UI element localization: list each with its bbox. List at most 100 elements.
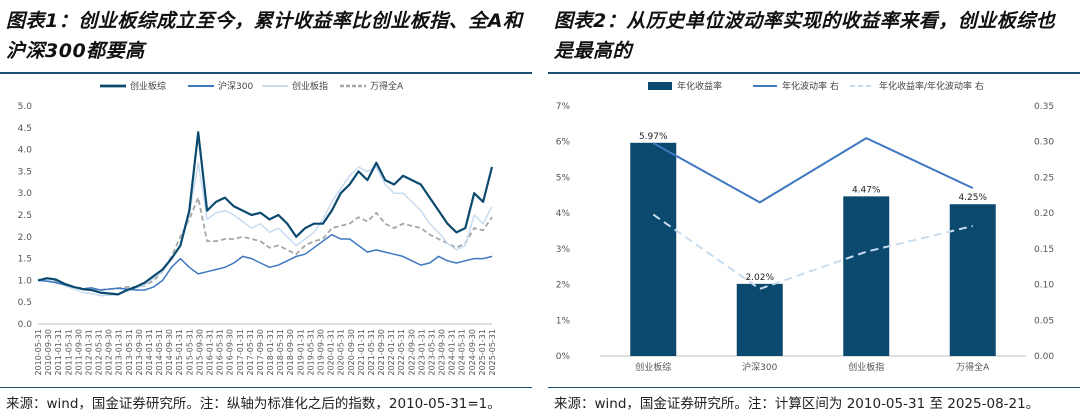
left-chart-title: 图表1：创业板综成立至今，累计收益率比创业板指、全A和沪深300都要高 (6, 10, 523, 62)
x-tick-label: 2016-05-31 (216, 329, 225, 376)
y-right-tick-label: 0.10 (1034, 281, 1054, 291)
x-tick-label: 2018-01-31 (266, 329, 275, 376)
series-line-2 (37, 233, 493, 291)
y-left-tick-label: 2% (556, 281, 571, 291)
right-chart-source: 来源：wind，国金证券研究所。注：计算区间为 2010-05-31 至 202… (554, 396, 1040, 412)
legend-label-4: 万得全A (370, 80, 404, 92)
y-right-tick-label: 0.00 (1034, 352, 1054, 362)
bar-data-label-4: 4.25% (958, 193, 987, 203)
y-tick-label: 2.5 (18, 211, 32, 221)
y-right-tick-label: 0.30 (1034, 138, 1054, 148)
x-tick-label: 2022-09-30 (407, 329, 416, 376)
x-tick-label: 2014-05-31 (155, 329, 164, 376)
bar-1 (630, 142, 677, 356)
x-tick-label: 2016-09-30 (226, 329, 235, 376)
x-tick-label: 2020-01-31 (327, 329, 336, 376)
x-tick-label: 2025-01-31 (478, 329, 487, 376)
x-tick-label: 2011-01-31 (54, 329, 63, 376)
y-right-tick-label: 0.15 (1034, 245, 1054, 255)
legend-label-1: 年化收益率 (677, 80, 722, 92)
y-right-tick-label: 0.20 (1034, 209, 1054, 219)
y-tick-label: 4.0 (18, 146, 33, 156)
x-category-label-2: 沪深300 (742, 361, 777, 373)
legend-label-1: 创业板综 (130, 80, 166, 92)
y-tick-label: 0.5 (18, 298, 32, 308)
y-tick-label: 0.0 (18, 320, 33, 330)
x-tick-label: 2012-09-30 (105, 329, 114, 376)
y-left-tick-label: 3% (556, 245, 571, 255)
y-tick-label: 1.0 (18, 276, 33, 286)
right-source-rule (548, 387, 1080, 388)
bar-2 (736, 283, 783, 356)
x-tick-label: 2011-05-31 (64, 329, 73, 376)
y-left-tick-label: 0% (556, 352, 571, 362)
x-tick-label: 2019-01-31 (296, 329, 305, 376)
x-tick-label: 2015-09-30 (195, 329, 204, 376)
x-tick-label: 2022-01-31 (387, 329, 396, 376)
series-line-2 (652, 137, 974, 204)
right-chart-panel: 图表2：从历史单位波动率实现的收益率来看，创业板综也是最高的 年化收益率 年化波动… (548, 0, 1080, 420)
x-tick-label: 2013-01-31 (115, 329, 124, 376)
x-tick-label: 2023-01-31 (417, 329, 426, 376)
y-tick-label: 4.5 (18, 124, 32, 134)
y-left-tick-label: 7% (556, 102, 571, 112)
legend-label-3: 创业板指 (292, 80, 328, 92)
legend-label-2: 年化波动率 右 (782, 80, 839, 92)
y-tick-label: 2.0 (18, 233, 33, 243)
right-bar-chart: 年化收益率 年化波动率 右 年化收益率/年化波动率 右 0% 1% 2% 3% 4% 5% 6% 7… (556, 80, 1055, 373)
bar-4 (949, 204, 996, 356)
series-line-1 (37, 131, 494, 296)
right-chart-title: 图表2：从历史单位波动率实现的收益率来看，创业板综也是最高的 (554, 10, 1056, 62)
x-category-label-1: 创业板综 (635, 361, 671, 373)
x-tick-label: 2015-01-31 (175, 329, 184, 376)
x-tick-label: 2017-01-31 (236, 329, 245, 376)
x-tick-label: 2014-09-30 (165, 329, 174, 376)
legend-label-2: 沪深300 (218, 80, 253, 92)
left-chart-panel: 图表1：创业板综成立至今，累计收益率比创业板指、全A和沪深300都要高 创业板综… (0, 0, 532, 420)
series-line-3 (652, 213, 974, 290)
left-source-rule (0, 387, 532, 388)
series-line-3 (37, 161, 493, 297)
left-title-rule (0, 72, 532, 74)
bar-data-label-3: 4.47% (852, 185, 881, 195)
x-tick-label: 2023-09-30 (438, 329, 447, 376)
x-tick-label: 2018-05-31 (276, 329, 285, 376)
x-tick-label: 2022-05-31 (397, 329, 406, 376)
x-tick-label: 2017-05-31 (246, 329, 255, 376)
y-tick-label: 5.0 (18, 102, 33, 112)
x-tick-label: 2025-05-31 (488, 329, 497, 376)
x-tick-label: 2023-05-31 (427, 329, 436, 376)
legend-label-3: 年化收益率/年化波动率 右 (879, 80, 984, 92)
x-category-label-3: 创业板指 (848, 361, 884, 373)
x-tick-label: 2010-05-31 (34, 329, 43, 376)
bar-3 (843, 196, 890, 356)
x-tick-label: 2016-01-31 (206, 329, 215, 376)
x-tick-label: 2013-09-30 (135, 329, 144, 376)
x-tick-label: 2024-01-31 (448, 329, 457, 376)
legend-swatch-1 (648, 82, 672, 90)
y-right-tick-label: 0.05 (1034, 316, 1054, 326)
y-right-tick-label: 0.25 (1034, 173, 1054, 183)
x-tick-label: 2021-01-31 (357, 329, 366, 376)
left-line-chart: 创业板综 沪深300 创业板指 万得全A 0.0 0.5 1.0 1.5 2.0 2.5 3.0 3.… (18, 80, 497, 376)
x-tick-label: 2024-05-31 (458, 329, 467, 376)
x-tick-label: 2014-01-31 (145, 329, 154, 376)
bar-data-label-1: 5.97% (639, 132, 668, 142)
y-tick-label: 1.5 (18, 255, 32, 265)
y-left-tick-label: 4% (556, 209, 571, 219)
bar-data-label-2: 2.02% (745, 273, 774, 283)
x-category-label-4: 万得全A (956, 361, 990, 373)
right-title-rule (548, 72, 1080, 74)
x-tick-label: 2018-09-30 (286, 329, 295, 376)
y-tick-label: 3.0 (18, 189, 33, 199)
x-tick-label: 2019-09-30 (316, 329, 325, 376)
x-tick-label: 2012-01-31 (84, 329, 93, 376)
x-tick-label: 2021-09-30 (377, 329, 386, 376)
series-line-4 (37, 196, 493, 291)
y-right-tick-label: 0.35 (1034, 102, 1054, 112)
x-tick-label: 2020-05-31 (337, 329, 346, 376)
x-tick-label: 2020-09-30 (347, 329, 356, 376)
x-tick-label: 2013-05-31 (125, 329, 134, 376)
x-tick-label: 2010-09-30 (44, 329, 53, 376)
y-left-tick-label: 1% (556, 316, 571, 326)
